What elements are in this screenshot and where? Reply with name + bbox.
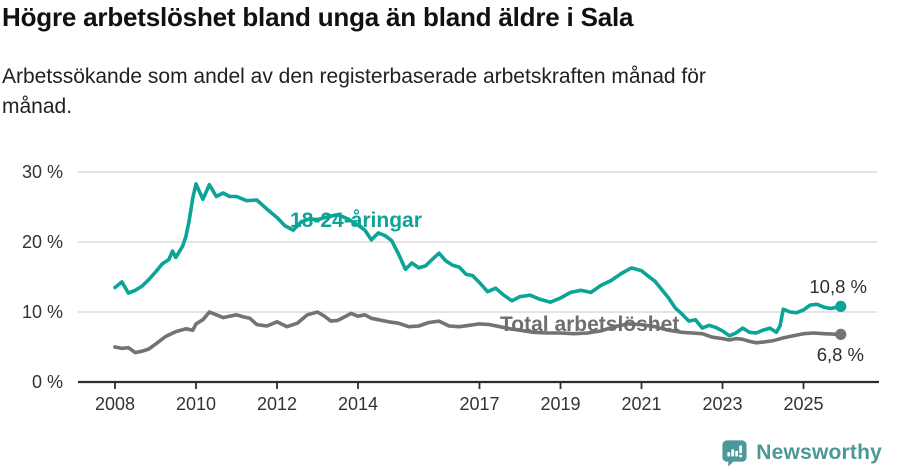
exclamation-bar-icon [739, 445, 743, 454]
exclamation-dot-icon [739, 454, 743, 458]
y-axis-tick-label: 30 % [22, 162, 63, 182]
series-line-total [113, 310, 843, 355]
end-dot-total [835, 328, 847, 340]
brand-name: Newsworthy [756, 440, 882, 464]
bar-icon-medium [735, 450, 739, 457]
x-axis-tick-label: 2025 [783, 394, 823, 414]
x-axis-tick-label: 2021 [621, 394, 661, 414]
page-subtitle: Arbetssökande som andel av den registerb… [2, 65, 706, 118]
x-axis-tick-label: 2017 [459, 394, 499, 414]
y-axis-tick-label: 20 % [22, 232, 63, 252]
page-title: Högre arbetslöshet bland unga än bland ä… [2, 2, 634, 32]
x-axis-tick-label: 2019 [540, 394, 580, 414]
end-value-label-total: 6,8 % [817, 344, 864, 365]
series-label-youth: 18-24-åringar [290, 209, 422, 232]
x-axis-tick-label: 2008 [95, 394, 135, 414]
brand-footer[interactable]: Newsworthy [720, 438, 882, 467]
speech-bubble-shape [722, 440, 747, 467]
series-line-youth [113, 182, 843, 338]
x-axis-tick-label: 2010 [176, 394, 216, 414]
bar-icon-tall [731, 449, 735, 457]
y-axis-tick-label: 0 % [32, 372, 63, 392]
series-label-total: Total arbetslöshet [500, 313, 679, 336]
newsworthy-logo-icon [722, 440, 747, 467]
end-value-label-youth: 10,8 % [809, 276, 867, 297]
y-axis-tick-label: 10 % [22, 302, 63, 322]
x-axis-tick-label: 2014 [338, 394, 378, 414]
x-axis-tick-label: 2023 [702, 394, 742, 414]
end-dot-youth [835, 300, 847, 312]
bar-icon-small [727, 452, 731, 457]
x-axis-tick-label: 2012 [257, 394, 297, 414]
